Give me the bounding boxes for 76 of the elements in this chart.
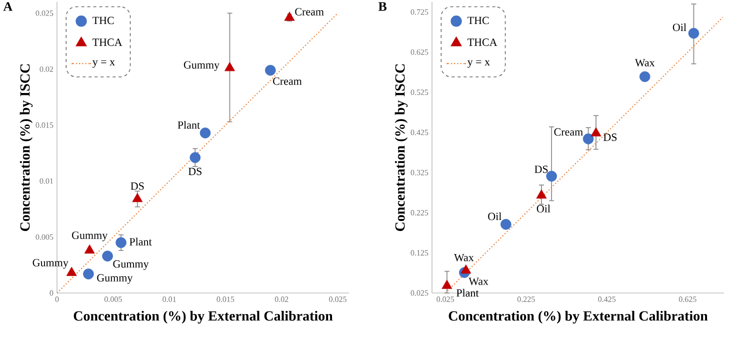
x-axis-title: Concentration (%) by External Calibration <box>74 310 333 324</box>
y-tick-label: 0.525 <box>410 90 428 96</box>
annotation: Wax <box>634 59 655 66</box>
point <box>500 218 512 230</box>
annotation: Oil <box>536 204 550 212</box>
y-tick-label: 0.01 <box>40 178 53 184</box>
point <box>116 237 126 248</box>
legend-label: y = x <box>467 60 490 68</box>
annotation: Gummy <box>32 259 68 269</box>
chart-title: A <box>3 2 13 11</box>
y-tick-label: 0.125 <box>410 250 428 256</box>
y-tick-label: 0.025 <box>410 290 428 296</box>
annotation: DS <box>130 182 144 190</box>
y-tick-label: 0.225 <box>410 210 428 216</box>
y-axis-title: Concentration (%) by ISCC <box>394 64 408 232</box>
x-tick-label: 0.01 <box>162 296 176 302</box>
point <box>688 28 700 39</box>
annotation: DS <box>603 134 617 141</box>
y-tick-label: 0.015 <box>36 122 54 128</box>
annotation: DS <box>188 168 202 176</box>
x-tick-label: 0.625 <box>678 296 696 302</box>
annotation: Oil <box>488 212 502 220</box>
annotation: Wax <box>454 254 474 262</box>
annotation: Plant <box>130 238 152 246</box>
annotation: Wax <box>468 278 488 286</box>
x-axis-title: Concentration (%) by External Calibration <box>448 310 708 324</box>
point <box>582 133 594 144</box>
point <box>190 152 201 163</box>
point <box>460 264 472 274</box>
x-tick-label: 0.025 <box>436 296 454 302</box>
point <box>84 244 95 254</box>
point <box>536 189 547 199</box>
y-tick-label: 0.025 <box>36 10 54 16</box>
legend-label: y = x <box>92 60 115 68</box>
y-tick-label: 0.02 <box>40 66 54 72</box>
x-tick-label: 0.425 <box>598 296 616 302</box>
point <box>102 250 113 262</box>
point <box>83 268 94 280</box>
point <box>442 280 452 289</box>
y-tick-label: 0 <box>50 290 54 296</box>
point <box>132 192 143 202</box>
annotation: Cream <box>295 8 324 16</box>
annotation: Gummy <box>184 61 220 71</box>
point <box>590 127 602 136</box>
x-tick-label: 0.005 <box>104 296 122 302</box>
x-tick-label: 0.02 <box>274 296 288 302</box>
annotation: Cream <box>554 128 583 136</box>
legend-label: THC <box>92 16 114 24</box>
chart-title: B <box>378 2 387 11</box>
y-tick-label: 0.425 <box>410 130 428 136</box>
y-axis-title: Concentration (%) by ISCC <box>20 64 33 232</box>
annotation: Gummy <box>113 260 149 270</box>
annotation: DS <box>534 166 548 173</box>
point <box>264 64 276 76</box>
point <box>284 12 295 21</box>
annotation: Gummy <box>72 232 108 242</box>
annotation: Plant <box>456 288 479 297</box>
legend-label: THCA <box>92 38 122 46</box>
point <box>200 128 211 138</box>
y-tick-label: 0.325 <box>410 170 428 176</box>
x-tick-label: 0.015 <box>216 296 234 302</box>
legend-label: THCA <box>468 38 498 46</box>
annotation: Cream <box>273 77 302 85</box>
y-tick-label: 0.005 <box>36 234 54 240</box>
x-tick-label: 0.025 <box>329 296 346 302</box>
annotation: Oil <box>672 23 686 32</box>
y-tick-label: 0.625 <box>410 49 428 55</box>
point <box>546 170 557 182</box>
x-tick-label: 0 <box>55 296 59 302</box>
annotation: Plant <box>178 121 200 129</box>
y-tick-label: 0.725 <box>410 9 428 15</box>
legend-label: THC <box>468 16 489 24</box>
x-tick-label: 0.225 <box>517 296 535 302</box>
annotation: Gummy <box>97 274 133 284</box>
point <box>639 71 650 82</box>
point <box>224 62 235 72</box>
